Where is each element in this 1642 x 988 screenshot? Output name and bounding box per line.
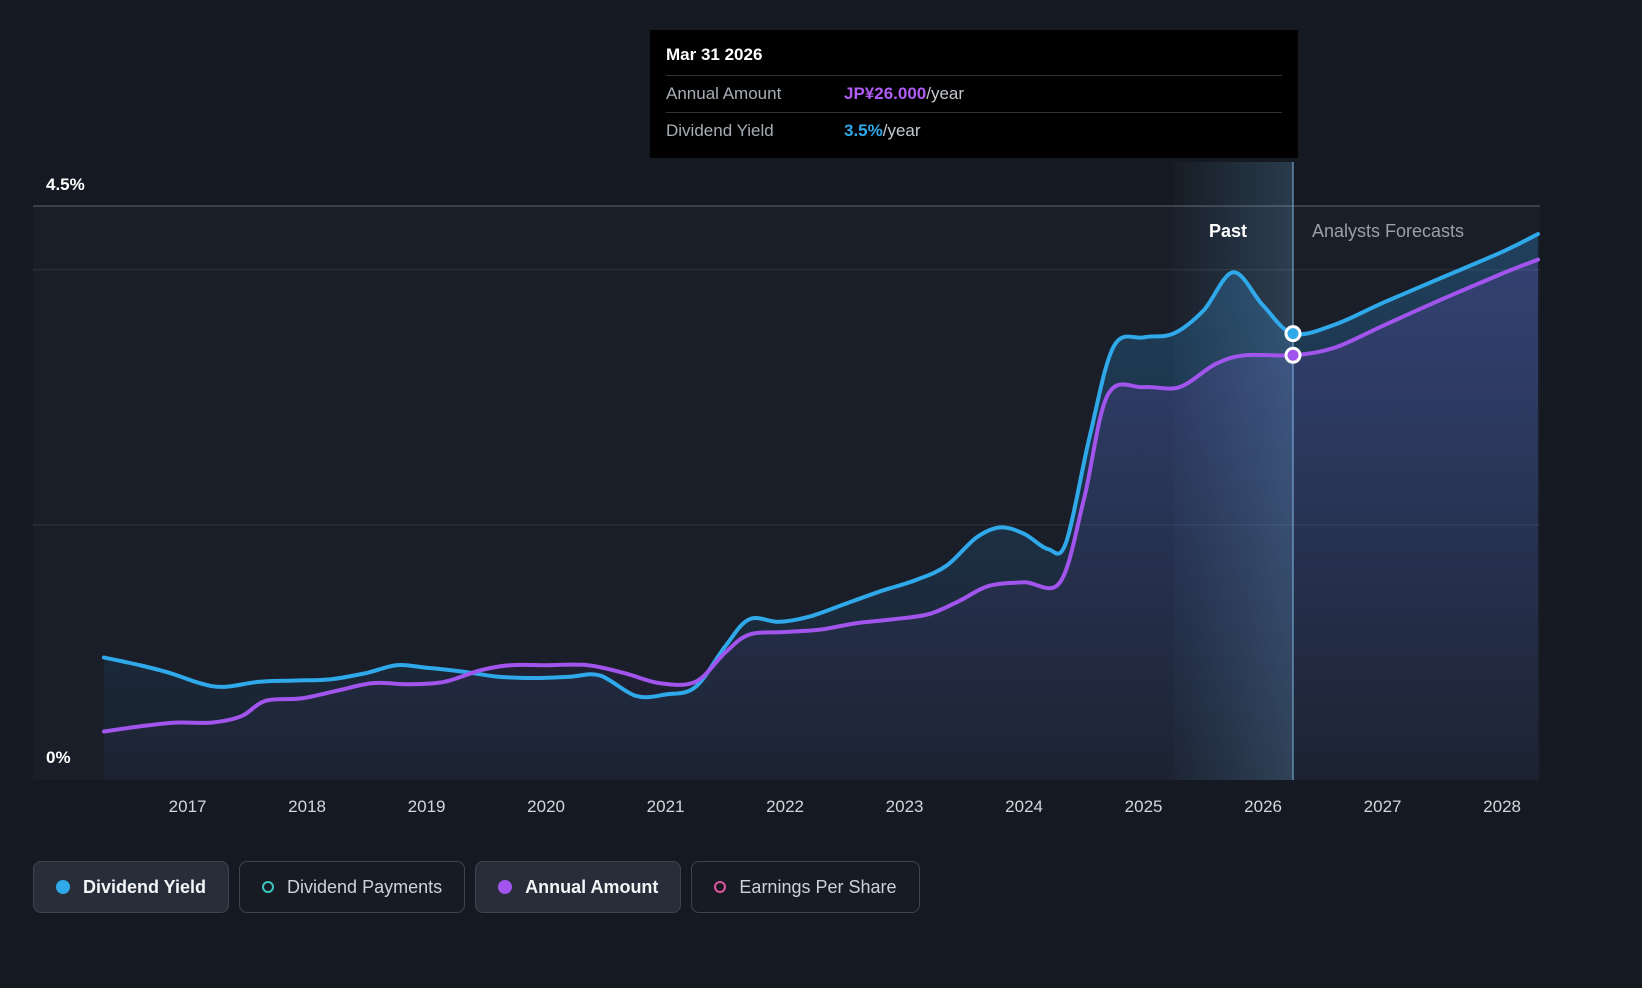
- tooltip-annual-amount-suffix: /year: [926, 84, 965, 103]
- x-axis-tick: 2025: [1124, 797, 1163, 816]
- x-axis-tick: 2017: [168, 797, 207, 816]
- x-axis-tick: 2022: [766, 797, 805, 816]
- x-axis-tick: 2023: [885, 797, 924, 816]
- y-axis-label-max: 4.5%: [46, 175, 85, 194]
- x-axis-tick: 2021: [646, 797, 685, 816]
- x-axis-tick: 2026: [1244, 797, 1283, 816]
- legend-item-dividend-payments[interactable]: Dividend Payments: [239, 861, 466, 913]
- legend-earnings-per-share-label: Earnings Per Share: [739, 876, 897, 897]
- tooltip-dividend-yield-label: Dividend Yield: [666, 121, 774, 140]
- legend-item-dividend-yield[interactable]: Dividend Yield: [33, 861, 230, 913]
- chart-legend: Dividend Yield Dividend Payments Annual …: [33, 861, 920, 913]
- earnings-per-share-ring-icon: [714, 881, 727, 893]
- x-axis-tick: 2027: [1363, 797, 1402, 816]
- tooltip-row-annual-amount: Annual Amount JP¥26.000/year: [666, 75, 1282, 112]
- legend-item-annual-amount[interactable]: Annual Amount: [475, 861, 682, 913]
- tooltip-dividend-yield-suffix: /year: [882, 121, 921, 140]
- dividend-payments-ring-icon: [262, 881, 275, 893]
- legend-dividend-payments-label: Dividend Payments: [287, 876, 443, 897]
- tooltip-row-dividend-yield: Dividend Yield 3.5%/year: [666, 112, 1282, 149]
- dividend-yield-dot-icon: [56, 880, 70, 894]
- y-axis-label-min: 0%: [46, 748, 71, 767]
- tooltip-dividend-yield-value: 3.5%: [844, 121, 883, 140]
- x-axis-tick: 2020: [527, 797, 566, 816]
- x-axis-tick: 2024: [1005, 797, 1044, 816]
- legend-dividend-yield-label: Dividend Yield: [83, 876, 207, 897]
- annual-amount-dot-icon: [498, 880, 513, 894]
- tooltip-dividend-yield-value-group: 3.5%/year: [844, 121, 921, 141]
- x-axis-tick: 2019: [407, 797, 446, 816]
- analysts-forecasts-label: Analysts Forecasts: [1312, 221, 1465, 241]
- x-axis-tick: 2028: [1483, 797, 1522, 816]
- past-label: Past: [1209, 221, 1248, 241]
- tooltip-annual-amount-value-group: JP¥26.000/year: [844, 84, 964, 104]
- x-axis: 2017 2018 2019 2020 2021 2022 2023 2024 2025 2026…: [0, 797, 1642, 823]
- x-axis-tick: 2018: [288, 797, 327, 816]
- chart-tooltip: Mar 31 2026 Annual Amount JP¥26.000/year…: [650, 30, 1298, 158]
- tooltip-annual-amount-label: Annual Amount: [666, 84, 782, 103]
- legend-annual-amount-label: Annual Amount: [525, 876, 659, 897]
- tooltip-date: Mar 31 2026: [666, 45, 763, 64]
- legend-item-earnings-per-share[interactable]: Earnings Per Share: [691, 861, 920, 913]
- tooltip-annual-amount-value: JP¥26.000: [844, 84, 927, 103]
